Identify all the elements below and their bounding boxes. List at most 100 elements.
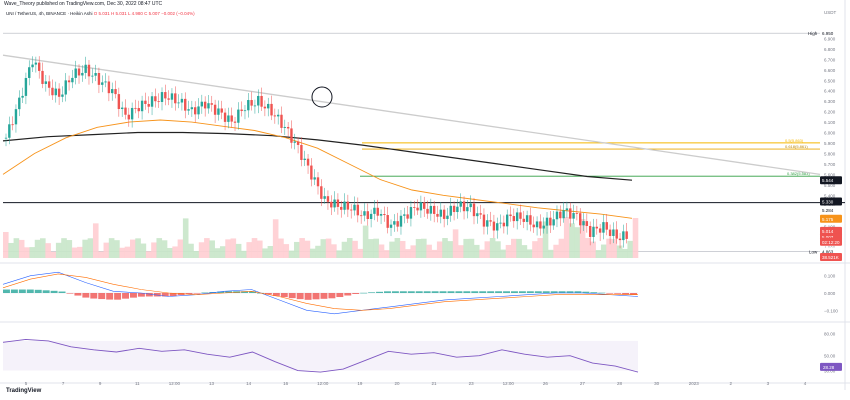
- volume-bar: [50, 251, 57, 258]
- candle-body: [482, 214, 486, 227]
- candle-body: [409, 207, 413, 219]
- macd-histogram-bar: [511, 291, 518, 293]
- volume-bar: [447, 241, 454, 258]
- volume-bar: [622, 248, 628, 258]
- candle-body: [406, 214, 409, 219]
- candle-body: [94, 72, 97, 76]
- candle-body: [499, 222, 502, 224]
- volume-bar: [18, 239, 25, 258]
- candle-body: [230, 115, 233, 122]
- time-tick-label: 20: [394, 381, 400, 386]
- volume-bar: [325, 238, 332, 258]
- volume-bar: [204, 238, 210, 258]
- macd-histogram-bar: [312, 293, 320, 300]
- candle-body: [91, 75, 94, 77]
- volume-bar: [135, 238, 141, 258]
- candle-body: [466, 207, 469, 212]
- candle-body: [502, 222, 506, 227]
- volume-bar: [209, 240, 215, 258]
- volume-bar: [40, 238, 46, 258]
- price-tick-label: 5.600: [824, 172, 836, 177]
- volume-bar: [436, 241, 443, 258]
- macd-histogram-bar: [391, 291, 399, 293]
- candle-body: [459, 201, 462, 207]
- candle-body: [137, 108, 140, 112]
- macd-histogram-bar: [10, 289, 18, 293]
- volume-bar: [574, 227, 581, 258]
- macd-histogram-bar: [471, 291, 479, 293]
- time-tick-label: 28: [617, 381, 623, 386]
- candle-body: [608, 229, 612, 236]
- candle-body: [184, 98, 187, 111]
- volume-bar: [558, 238, 565, 258]
- candle-body: [376, 207, 379, 216]
- price-tick-label: 6.400: [824, 89, 836, 94]
- candle-body: [413, 207, 416, 208]
- symbol-legend-values: O 5.031 H 5.031 L 4.980 C 5.007 −0.002 (…: [93, 11, 195, 16]
- candle-body: [505, 214, 509, 227]
- candle-body: [87, 64, 91, 77]
- candle-body: [187, 109, 190, 111]
- candle-body: [509, 214, 512, 217]
- volume-bar: [399, 240, 406, 258]
- candle-body: [363, 211, 366, 216]
- macd-histogram-bar: [90, 293, 98, 299]
- macd-histogram-bar: [630, 293, 637, 295]
- volume-bar: [188, 243, 194, 258]
- volume-bar: [92, 223, 99, 258]
- volume-bar: [124, 246, 131, 258]
- candle-body: [592, 226, 595, 237]
- macd-histogram-bar: [185, 293, 193, 295]
- rsi-band: [3, 340, 638, 371]
- macd-histogram-bar: [320, 293, 328, 299]
- candle-body: [130, 107, 134, 120]
- volume-bar: [235, 243, 242, 258]
- volume-bar: [373, 238, 380, 258]
- candle-body: [313, 177, 316, 180]
- volume-bar: [526, 249, 533, 258]
- candle-body: [476, 213, 479, 217]
- macd-histogram-bar: [503, 291, 510, 293]
- candle-body: [572, 213, 575, 219]
- macd-tick-label: −0.100: [824, 308, 838, 313]
- macd-histogram-bar: [479, 291, 487, 293]
- high-marker-bg: [820, 29, 842, 38]
- candle-body: [562, 210, 565, 219]
- volume-bar: [230, 238, 237, 258]
- price-tick-label: 6.500: [824, 78, 836, 83]
- candle-body: [316, 177, 320, 187]
- macd-histogram-bar: [463, 291, 471, 293]
- volume-bar: [426, 244, 432, 258]
- candle-body: [555, 211, 559, 220]
- volume-bar: [389, 241, 395, 258]
- time-tick-label: 3: [767, 381, 770, 386]
- candle-body: [439, 209, 443, 217]
- candle-body: [296, 141, 300, 145]
- high-marker: 6.950: [822, 31, 834, 36]
- candle-body: [286, 126, 290, 129]
- macd-histogram-bar: [368, 292, 376, 293]
- price-tick-label: 5.900: [824, 141, 836, 146]
- rsi-tick-label: 80.00: [824, 331, 836, 336]
- candle-body: [210, 103, 213, 105]
- candle-body: [472, 203, 476, 217]
- candle-body: [207, 103, 210, 109]
- candle-body: [31, 64, 34, 68]
- candle-body: [545, 217, 549, 226]
- price-tick-label: 6.600: [824, 68, 836, 73]
- macd-histogram-bar: [161, 293, 169, 297]
- candle-body: [469, 203, 472, 208]
- macd-histogram-bar: [622, 293, 630, 295]
- candle-body: [180, 98, 184, 103]
- volume-bar: [119, 247, 126, 258]
- candle-body: [144, 100, 147, 104]
- candle-body: [429, 205, 433, 214]
- candle-body: [217, 108, 220, 115]
- volume-bar: [489, 238, 496, 258]
- macd-histogram-bar: [526, 291, 534, 293]
- ema200-line: [2, 131, 633, 181]
- candle-body: [386, 215, 389, 228]
- volume-bar: [241, 250, 247, 258]
- candle-body: [227, 115, 230, 122]
